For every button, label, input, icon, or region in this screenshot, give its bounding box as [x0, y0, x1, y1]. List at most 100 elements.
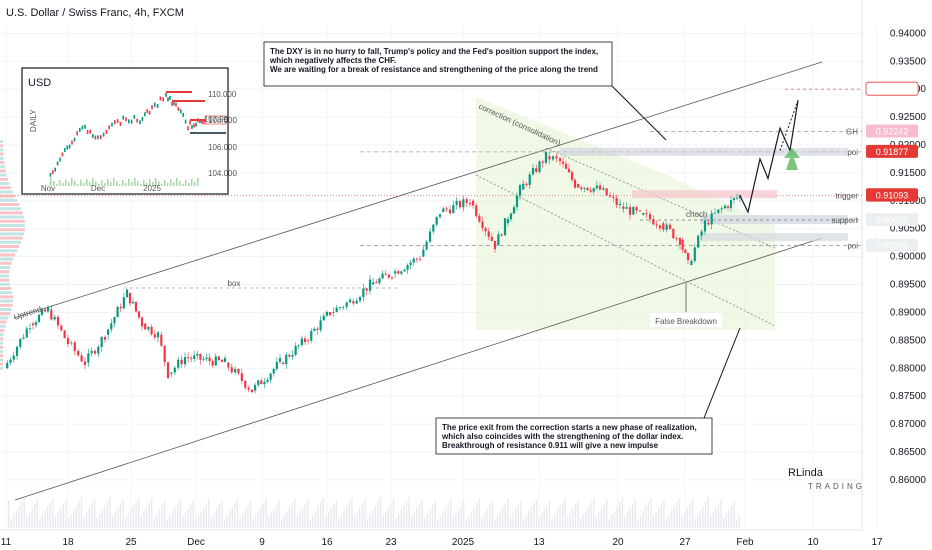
candle-body [518, 185, 522, 196]
volume-bar [392, 499, 395, 528]
inset-candle [141, 116, 144, 121]
candle-body [56, 316, 60, 326]
volume-bar [338, 518, 340, 528]
candle-body [490, 236, 493, 241]
volume-bar [65, 499, 67, 528]
volume-bar [99, 514, 101, 528]
candle-body [170, 372, 173, 374]
candle-body [672, 228, 675, 239]
volume-profile-bar [0, 177, 8, 181]
candle-body [472, 200, 475, 206]
candle-body [319, 320, 322, 330]
volume-bar [143, 511, 145, 528]
x-tick-label: 2025 [452, 537, 475, 548]
candle-body [525, 183, 528, 185]
inset-candle [173, 101, 175, 106]
candle-body [522, 183, 525, 190]
volume-bar [481, 517, 483, 528]
volume-bar [509, 517, 512, 528]
inset-candle [187, 126, 189, 131]
volume-bar [426, 513, 428, 528]
volume-bar [717, 503, 720, 528]
price-tag [866, 124, 918, 138]
inset-volume [167, 183, 169, 186]
y-tick-label: 0.90500 [890, 224, 927, 235]
volume-bar [541, 513, 543, 528]
candle-body [538, 161, 541, 172]
volume-bar [200, 511, 202, 528]
volume-bar [177, 503, 179, 528]
candle-body [684, 249, 687, 253]
x-tick-label: 17 [871, 537, 883, 548]
volume-bar [387, 507, 389, 528]
y-tick-label: 0.93500 [890, 56, 927, 67]
candle-body [160, 334, 163, 346]
volume-bar [164, 501, 166, 528]
inset-y-tick: 110.000 [208, 90, 237, 99]
volume-bar [158, 509, 161, 528]
inset-volume [197, 178, 199, 186]
inset-volume [50, 178, 52, 186]
candle-body [515, 195, 519, 208]
volume-profile-bar [0, 299, 14, 303]
inset-candle [177, 107, 180, 112]
x-tick-label: 20 [612, 537, 624, 548]
volume-profile-bar [0, 245, 20, 248]
volume-bar [366, 518, 369, 528]
volume-bar [702, 505, 704, 528]
candle-body [442, 208, 445, 212]
volume-bar [535, 498, 538, 528]
resistance-zone [632, 190, 777, 199]
inset-x-tick: 2025 [143, 184, 161, 193]
volume-bar [187, 509, 189, 528]
candle-body [448, 209, 452, 214]
candle-body [147, 326, 150, 330]
volume-bar [413, 511, 415, 528]
candle-body [723, 205, 727, 209]
volume-profile-bar [0, 354, 4, 358]
candle-body [25, 328, 28, 338]
volume-bar [119, 503, 122, 528]
volume-bar [75, 505, 77, 528]
y-tick-label: 0.88500 [890, 335, 927, 346]
volume-profile-bar [0, 366, 4, 370]
volume-bar [60, 508, 62, 528]
volume-bar [660, 503, 662, 528]
inset-candle [119, 121, 122, 126]
volume-bar [244, 508, 246, 528]
candle-body [137, 311, 141, 318]
inset-volume [143, 180, 145, 186]
volume-bar [44, 510, 46, 528]
candle-body [710, 213, 713, 225]
inset-volume [80, 180, 82, 186]
candle-body [332, 312, 335, 313]
volume-bar [603, 504, 605, 528]
candle-body [325, 312, 328, 316]
candle-body [561, 161, 565, 164]
candle-body [303, 338, 307, 343]
volume-bar [96, 518, 98, 528]
candle-body [622, 206, 625, 209]
candle-body [342, 306, 345, 308]
volume-bar [49, 501, 51, 528]
volume-bar [574, 504, 577, 528]
inset-price-label: 107.99 [204, 115, 229, 124]
volume-bar [689, 503, 691, 528]
candle-body [28, 328, 32, 329]
volume-bar [34, 504, 36, 528]
candle-body [487, 231, 490, 237]
inset-candle [59, 157, 61, 162]
volume-bar [140, 515, 142, 528]
volume-bar [470, 511, 473, 528]
inset-volume [134, 178, 136, 186]
inset-candle [97, 135, 99, 140]
x-tick-label: 10 [807, 537, 819, 548]
volume-bar [561, 502, 564, 528]
candle-body [595, 185, 598, 189]
volume-bar [626, 512, 629, 528]
volume-bar [223, 519, 226, 528]
candle-body [6, 362, 9, 369]
candle-body [107, 329, 110, 335]
candle-body [638, 210, 642, 212]
